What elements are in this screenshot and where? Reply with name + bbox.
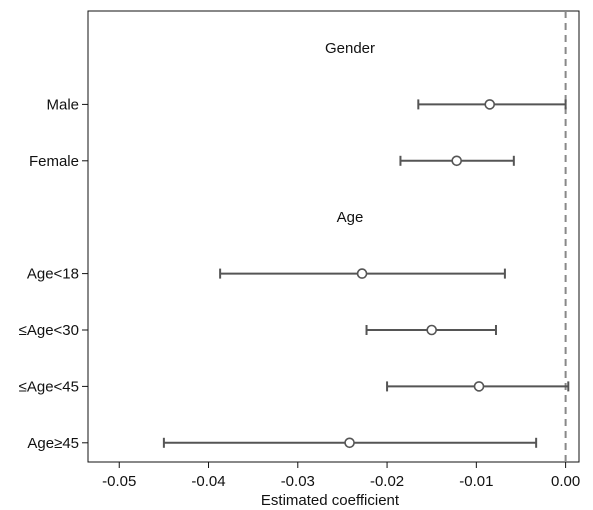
estimate-point: [484, 99, 496, 110]
estimate-point: [356, 268, 368, 279]
estimate-point: [451, 155, 462, 167]
group-label: Gender: [325, 40, 375, 57]
category-label: ≤Age<30: [19, 322, 79, 339]
x-axis-title: Estimated coefficient: [261, 492, 400, 509]
category-label: Male: [46, 96, 79, 113]
x-tick-label: -0.04: [191, 473, 225, 490]
x-tick-label: -0.01: [459, 473, 493, 490]
group-label: Age: [337, 209, 364, 226]
category-label: ≤Age<45: [19, 378, 79, 395]
x-tick-label: 0.00: [551, 473, 580, 490]
estimate-point: [473, 381, 485, 392]
x-tick-label: -0.03: [281, 473, 315, 490]
x-tick-label: -0.02: [370, 473, 404, 490]
estimate-point: [344, 437, 355, 449]
x-tick-label: -0.05: [102, 473, 136, 490]
estimate-point: [426, 324, 438, 336]
category-label: Age<18: [27, 266, 79, 283]
category-label: Female: [29, 153, 79, 170]
plot-frame: [87, 10, 580, 463]
category-label: Age≥45: [27, 435, 79, 452]
